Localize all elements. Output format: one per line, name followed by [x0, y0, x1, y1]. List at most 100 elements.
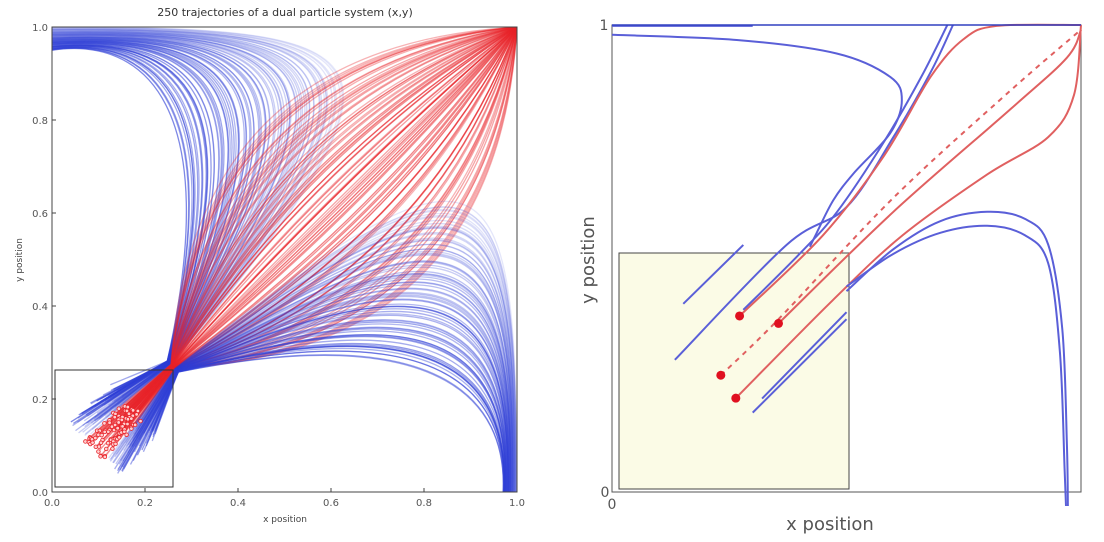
- trajectory-line: [145, 334, 507, 492]
- trajectory-line: [114, 27, 517, 418]
- trajectory-line: [751, 318, 848, 414]
- trajectory-line: [149, 303, 509, 492]
- trajectory-line: [52, 27, 344, 404]
- right-x-axis-label: x position: [786, 514, 874, 535]
- trajectory-line: [52, 46, 199, 415]
- trajectory-line: [98, 27, 517, 448]
- particle-start-dot: [125, 417, 131, 422]
- particle-start-dot: [125, 421, 130, 427]
- trajectory-line: [52, 44, 209, 427]
- trajectory-line: [52, 44, 207, 402]
- trajectory-line: [129, 264, 513, 492]
- trajectory-line: [52, 38, 252, 407]
- trajectory-line: [52, 37, 260, 406]
- trajectory-line: [118, 305, 509, 492]
- left-chart: 250 trajectories of a dual particle syst…: [15, 6, 525, 525]
- trajectory-line: [84, 27, 517, 442]
- particle-start-dot: [132, 422, 138, 428]
- trajectory-line: [117, 339, 506, 492]
- trajectory-line: [611, 33, 903, 248]
- trajectory-line: [129, 27, 517, 418]
- trajectory-line: [52, 27, 336, 419]
- left-chart-title: 250 trajectories of a dual particle syst…: [157, 6, 413, 19]
- trajectory-line: [118, 27, 517, 438]
- trajectory-line: [52, 45, 204, 402]
- trajectory-line: [134, 233, 515, 492]
- particle-start-dot: [124, 408, 130, 414]
- trajectory-line: [88, 27, 517, 443]
- trajectory-line: [127, 27, 517, 408]
- trajectory-line: [52, 42, 224, 408]
- trajectory-line: [89, 27, 517, 440]
- trajectory-line: [132, 250, 514, 492]
- trajectory-line: [150, 298, 510, 492]
- trajectory-line: [117, 328, 507, 492]
- trajectory-line: [154, 321, 508, 492]
- trajectory-line: [135, 260, 513, 492]
- trajectory-line: [52, 41, 230, 390]
- particle-start-dot: [119, 417, 125, 423]
- trajectory-line: [52, 42, 220, 415]
- particle-start-dot: [117, 435, 122, 440]
- trajectory-line: [52, 35, 275, 418]
- trajectory-line: [52, 38, 251, 391]
- trajectory-line: [109, 239, 515, 492]
- trajectory-line: [52, 29, 320, 407]
- left-y-tick-label: 0.2: [32, 395, 48, 406]
- left-inset-box: [54, 369, 174, 488]
- left-trajectories: [52, 27, 517, 492]
- particle-start-dot: [98, 454, 103, 459]
- trajectory-line: [123, 27, 517, 433]
- left-x-tick-label: 0.2: [137, 498, 153, 509]
- particle-start-dot: [93, 435, 98, 441]
- trajectory-line: [142, 354, 504, 492]
- trajectory-line: [109, 27, 517, 421]
- right-trajectories: [611, 23, 1082, 507]
- trajectory-line: [52, 30, 310, 403]
- particle-start-dot: [102, 454, 108, 460]
- particle-start-dot: [122, 429, 127, 434]
- particle-start-dot: [96, 444, 102, 449]
- trajectory-line: [738, 23, 1082, 317]
- trajectory-line: [151, 305, 509, 492]
- trajectory-line: [129, 354, 504, 492]
- particle-start-dot: [102, 421, 107, 426]
- trajectory-line: [52, 33, 289, 433]
- trajectory-line: [110, 27, 517, 441]
- trajectory-line: [52, 37, 261, 403]
- left-y-tick-label: 0.8: [32, 116, 48, 127]
- trajectory-line: [124, 27, 517, 412]
- trajectory-line: [116, 27, 517, 429]
- trajectory-line: [125, 253, 514, 492]
- trajectory-line: [104, 27, 517, 433]
- trajectory-line: [115, 243, 514, 492]
- trajectory-line: [123, 345, 505, 492]
- trajectory-line: [128, 27, 517, 415]
- trajectory-line: [742, 24, 949, 311]
- trajectory-line: [92, 27, 517, 444]
- particle-start-dot: [115, 426, 120, 431]
- particle-start-dot: [125, 404, 130, 410]
- trajectory-line: [90, 27, 517, 439]
- trajectory-line: [52, 33, 292, 422]
- left-axes-frame: [51, 26, 518, 493]
- trajectory-line: [135, 216, 517, 492]
- trajectory-line: [132, 27, 517, 417]
- particle-start-dot: [83, 439, 88, 444]
- trajectory-line: [100, 27, 517, 457]
- trajectory-line: [154, 330, 507, 492]
- particle-start-dot: [126, 411, 132, 416]
- trajectory-line: [52, 42, 225, 403]
- trajectory-line: [120, 27, 517, 433]
- trajectory-line: [143, 276, 512, 492]
- trajectory-line: [116, 27, 517, 440]
- trajectory-line: [110, 237, 515, 492]
- trajectory-line: [777, 29, 1082, 325]
- trajectory-line: [52, 47, 188, 423]
- left-x-axis-label: x position: [263, 515, 307, 525]
- particle-start-dot: [134, 412, 139, 417]
- trajectory-line: [121, 27, 517, 418]
- trajectory-line: [114, 306, 509, 492]
- trajectory-line: [144, 227, 516, 492]
